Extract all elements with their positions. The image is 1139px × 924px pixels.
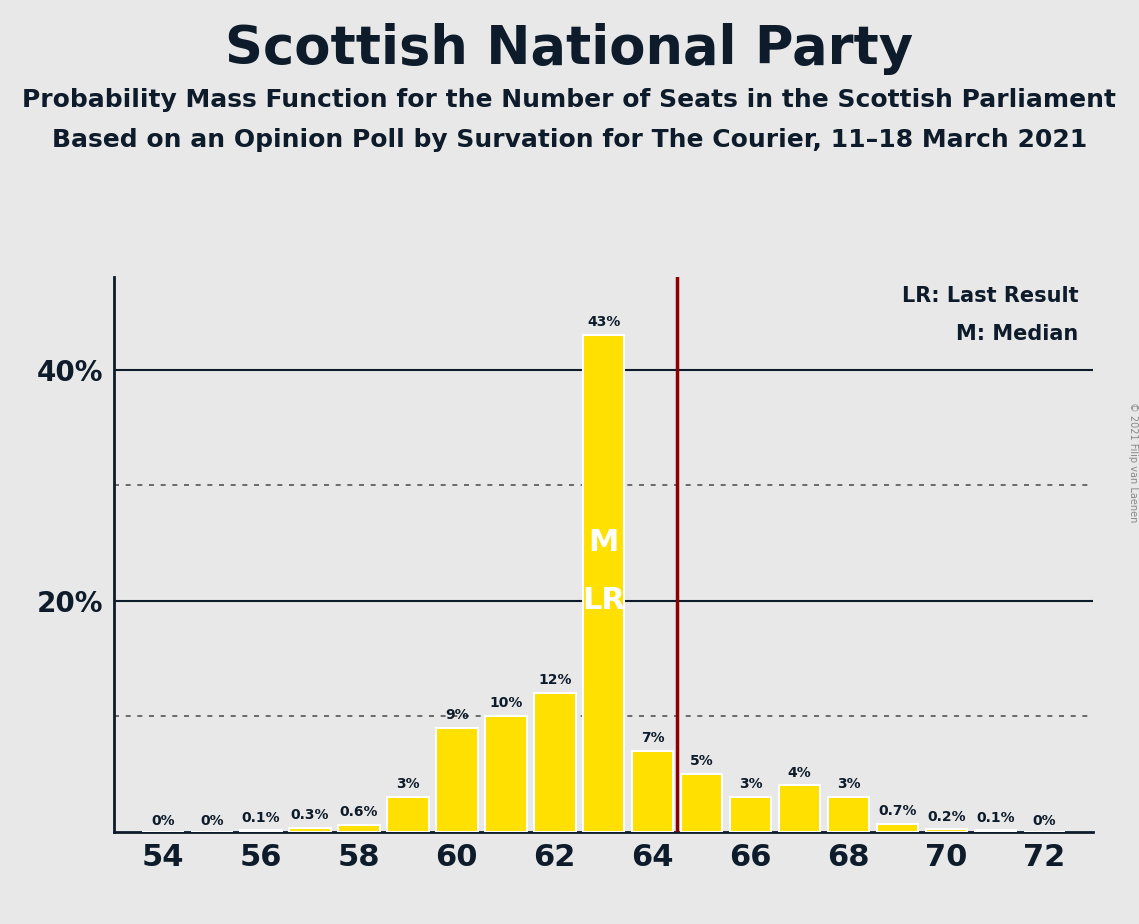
Text: Scottish National Party: Scottish National Party [226, 23, 913, 75]
Text: 0.6%: 0.6% [339, 805, 378, 819]
Text: 0.1%: 0.1% [976, 810, 1015, 824]
Bar [730, 796, 771, 832]
Text: LR: Last Result: LR: Last Result [902, 286, 1079, 306]
Text: 0.1%: 0.1% [241, 810, 280, 824]
Text: 43%: 43% [587, 315, 621, 329]
Text: 0%: 0% [1033, 814, 1056, 828]
Bar [485, 716, 526, 832]
Bar [975, 831, 1016, 832]
Text: Probability Mass Function for the Number of Seats in the Scottish Parliament: Probability Mass Function for the Number… [23, 88, 1116, 112]
Bar [436, 728, 477, 832]
Text: 12%: 12% [538, 674, 572, 687]
Text: 0%: 0% [200, 814, 223, 828]
Bar [926, 830, 967, 832]
Text: 7%: 7% [641, 731, 664, 745]
Text: 10%: 10% [489, 697, 523, 711]
Bar [289, 828, 330, 832]
Text: 0.3%: 0.3% [290, 808, 329, 822]
Text: M: Median: M: Median [957, 324, 1079, 345]
Bar [877, 823, 918, 832]
Bar [534, 693, 575, 832]
Text: 0%: 0% [151, 814, 174, 828]
Text: 3%: 3% [739, 777, 762, 791]
Bar [387, 796, 428, 832]
Bar [779, 785, 820, 832]
Bar [681, 774, 722, 832]
Bar [583, 335, 624, 832]
Text: M: M [589, 529, 618, 557]
Text: LR: LR [582, 586, 625, 615]
Bar [240, 831, 281, 832]
Text: 3%: 3% [396, 777, 419, 791]
Bar [828, 796, 869, 832]
Text: 0.7%: 0.7% [878, 804, 917, 818]
Bar [338, 824, 379, 832]
Text: 0.2%: 0.2% [927, 809, 966, 823]
Text: Based on an Opinion Poll by Survation for The Courier, 11–18 March 2021: Based on an Opinion Poll by Survation fo… [52, 128, 1087, 152]
Text: 5%: 5% [690, 754, 713, 768]
Bar [632, 750, 673, 832]
Text: 9%: 9% [445, 708, 468, 722]
Text: 4%: 4% [788, 766, 811, 780]
Text: 3%: 3% [837, 777, 860, 791]
Text: © 2021 Filip van Laenen: © 2021 Filip van Laenen [1129, 402, 1138, 522]
